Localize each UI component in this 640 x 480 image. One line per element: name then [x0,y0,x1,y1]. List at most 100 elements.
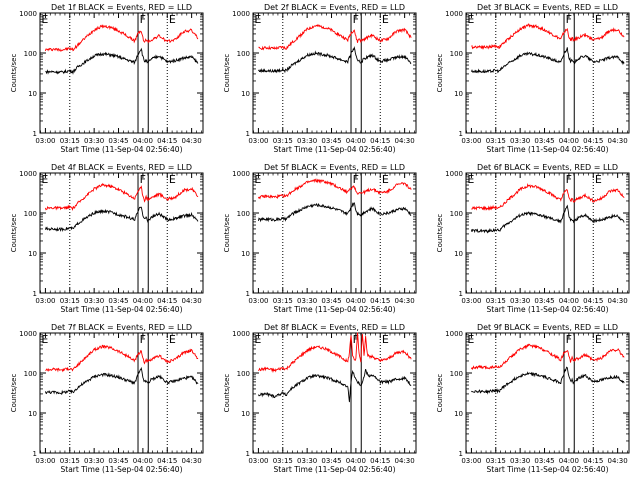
x-tick-label: 03:15 [60,137,80,145]
plot-frame [252,332,417,454]
y-tick-label: 100 [24,370,37,378]
x-axis-label: Start Time (11-Sep-04 02:56:40) [487,465,609,474]
y-tick-label: 100 [450,50,463,58]
y-tick-label: 1000 [19,170,37,178]
x-tick-label: 03:15 [60,457,80,465]
x-tick-label: 03:00 [35,297,55,305]
y-axis-label: Counts/sec [436,214,444,253]
x-tick-label: 03:30 [510,137,530,145]
y-tick-label: 100 [24,210,37,218]
y-tick-label: 1 [246,450,250,458]
y-tick-label: 10 [28,90,37,98]
x-tick-label: 04:30 [182,297,202,305]
chart-title: Det 1f BLACK = Events, RED = LLD [51,3,192,12]
x-tick-label: 04:15 [583,297,603,305]
marker-label: F [566,13,572,26]
x-tick-label: 04:15 [583,457,603,465]
x-tick-label: 03:30 [297,137,317,145]
chart-title: Det 8f BLACK = Events, RED = LLD [264,323,405,332]
y-tick-label: 1000 [445,330,463,338]
plot-frame [252,172,417,294]
x-tick-label: 04:15 [157,137,177,145]
y-axis-label: Counts/sec [10,374,18,413]
x-tick-label: 03:30 [84,297,104,305]
plot-frame [465,12,630,134]
y-tick-label: 10 [454,90,463,98]
y-tick-label: 1 [33,130,37,138]
x-tick-label: 03:00 [35,457,55,465]
x-tick-label: 04:00 [346,137,366,145]
x-axis-label: Start Time (11-Sep-04 02:56:40) [61,145,183,154]
x-axis-label: Start Time (11-Sep-04 02:56:40) [274,145,396,154]
x-tick-label: 04:00 [559,297,579,305]
x-tick-label: 04:00 [133,137,153,145]
x-tick-label: 04:30 [395,457,415,465]
y-axis-label: Counts/sec [436,374,444,413]
series-line-lld [257,178,412,200]
y-tick-label: 100 [450,210,463,218]
series-line-events [471,366,625,395]
x-tick-label: 03:15 [486,457,506,465]
x-tick-label: 04:15 [157,457,177,465]
y-tick-label: 100 [450,370,463,378]
x-tick-label: 04:00 [559,457,579,465]
x-tick-label: 03:45 [534,137,554,145]
x-tick-label: 03:30 [84,457,104,465]
plot-frame [465,172,630,294]
chart-title: Det 5f BLACK = Events, RED = LLD [264,163,405,172]
y-tick-label: 1000 [445,10,463,18]
y-axis-label: Counts/sec [223,214,231,253]
marker-label: E [254,333,261,346]
x-tick-label: 03:00 [35,137,55,145]
marker-label: E [467,333,474,346]
series-line-lld [258,332,412,374]
x-tick-label: 03:45 [321,297,341,305]
series-line-events [470,47,625,74]
x-tick-label: 04:30 [395,137,415,145]
x-tick-label: 03:00 [461,457,481,465]
chart-title: Det 3f BLACK = Events, RED = LLD [477,3,618,12]
x-tick-label: 03:45 [321,457,341,465]
y-tick-label: 1000 [19,330,37,338]
marker-label: E [169,333,176,346]
marker-label: F [353,333,359,346]
x-tick-label: 03:45 [108,137,128,145]
plot-frame [252,12,417,134]
y-tick-label: 1000 [19,10,37,18]
x-tick-label: 03:15 [273,457,293,465]
x-axis-label: Start Time (11-Sep-04 02:56:40) [487,305,609,314]
marker-label: E [595,173,602,186]
chart-title: Det 6f BLACK = Events, RED = LLD [477,163,618,172]
marker-label: E [41,13,48,26]
y-tick-label: 1 [246,130,250,138]
marker-label: E [41,173,48,186]
x-tick-label: 03:30 [84,137,104,145]
y-tick-label: 10 [28,410,37,418]
marker-label: E [595,333,602,346]
plot-frame [39,12,204,134]
x-tick-label: 03:00 [248,297,268,305]
y-tick-label: 1 [459,290,463,298]
x-tick-label: 04:00 [133,297,153,305]
x-tick-label: 04:00 [133,457,153,465]
series-line-events [257,368,412,403]
x-tick-label: 04:15 [370,457,390,465]
marker-label: F [353,173,359,186]
x-tick-label: 04:00 [559,137,579,145]
x-tick-label: 04:30 [182,457,202,465]
chart-title: Det 9f BLACK = Events, RED = LLD [477,323,618,332]
x-tick-label: 04:15 [157,297,177,305]
marker-label: E [254,173,261,186]
y-tick-label: 100 [237,370,250,378]
y-tick-label: 10 [241,250,250,258]
x-tick-label: 03:00 [461,297,481,305]
series-line-events [257,202,412,223]
x-tick-label: 04:15 [370,137,390,145]
y-tick-label: 10 [241,410,250,418]
x-tick-label: 03:45 [321,137,341,145]
marker-label: E [467,13,474,26]
